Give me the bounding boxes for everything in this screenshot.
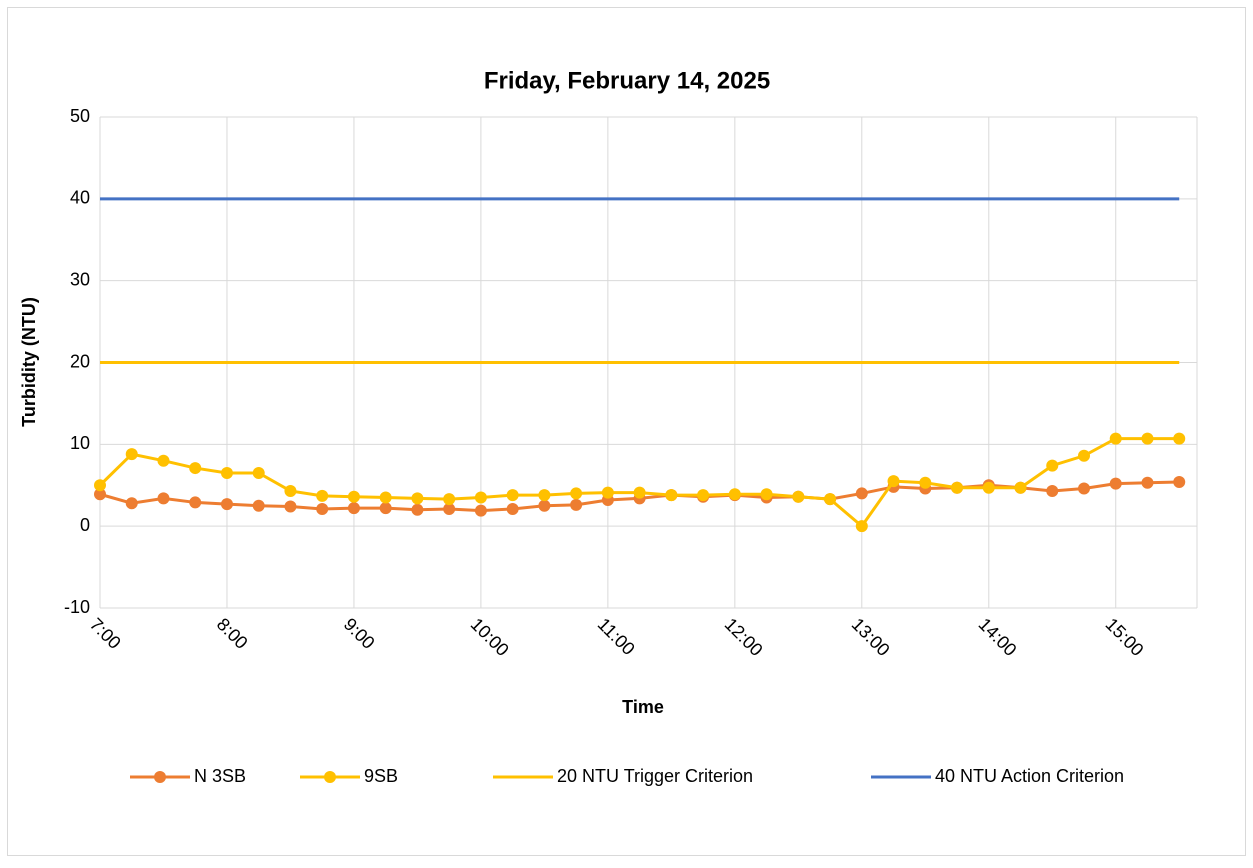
- data-point: [1046, 484, 1059, 497]
- data-point: [284, 484, 297, 497]
- data-point: [1077, 482, 1090, 495]
- data-point: [125, 448, 138, 461]
- data-point: [855, 520, 868, 533]
- data-point: [157, 454, 170, 467]
- data-point: [982, 481, 995, 494]
- data-point: [1109, 432, 1122, 445]
- data-point: [474, 504, 487, 517]
- y-tick-label: 0: [80, 515, 90, 535]
- legend-marker: [154, 771, 166, 783]
- data-point: [824, 493, 837, 506]
- y-axis-label: Turbidity (NTU): [19, 297, 39, 427]
- data-point: [443, 493, 456, 506]
- legend-label: 9SB: [364, 766, 398, 786]
- data-point: [379, 491, 392, 504]
- data-point: [728, 488, 741, 501]
- data-point: [792, 490, 805, 503]
- data-point: [474, 491, 487, 504]
- data-point: [347, 490, 360, 503]
- data-point: [1173, 432, 1186, 445]
- data-point: [316, 489, 329, 502]
- data-point: [760, 488, 773, 501]
- data-point: [125, 497, 138, 510]
- y-tick-label: 40: [70, 188, 90, 208]
- data-point: [919, 476, 932, 489]
- data-point: [157, 492, 170, 505]
- data-point: [1141, 476, 1154, 489]
- data-point: [94, 479, 106, 492]
- data-point: [1141, 432, 1154, 445]
- data-point: [1014, 481, 1027, 494]
- y-tick-label: 20: [70, 351, 90, 371]
- data-point: [506, 502, 519, 515]
- data-point: [411, 503, 424, 516]
- data-point: [220, 498, 233, 511]
- data-point: [284, 500, 297, 513]
- data-point: [1109, 477, 1122, 490]
- y-tick-label: -10: [64, 597, 90, 617]
- data-point: [855, 487, 868, 500]
- chart-title: Friday, February 14, 2025: [484, 67, 770, 94]
- data-point: [538, 499, 551, 512]
- data-point: [951, 481, 964, 494]
- data-point: [1046, 459, 1059, 472]
- data-point: [570, 487, 583, 500]
- legend-label: N 3SB: [194, 766, 246, 786]
- data-point: [887, 475, 900, 488]
- data-point: [347, 502, 360, 515]
- y-tick-label: 30: [70, 269, 90, 289]
- data-point: [697, 489, 710, 502]
- data-point: [633, 486, 646, 499]
- data-point: [316, 502, 329, 515]
- data-point: [1077, 449, 1090, 462]
- data-point: [665, 489, 678, 502]
- data-point: [1173, 475, 1186, 488]
- data-point: [252, 466, 265, 479]
- data-point: [189, 462, 202, 475]
- chart-border: [7, 7, 1246, 856]
- data-point: [94, 488, 106, 501]
- data-point: [601, 486, 614, 499]
- legend-label: 20 NTU Trigger Criterion: [557, 766, 753, 786]
- legend-label: 40 NTU Action Criterion: [935, 766, 1124, 786]
- data-point: [252, 499, 265, 512]
- data-point: [379, 502, 392, 515]
- data-point: [189, 496, 202, 509]
- data-point: [220, 466, 233, 479]
- data-point: [443, 502, 456, 515]
- data-point: [411, 492, 424, 505]
- data-point: [538, 489, 551, 502]
- x-axis-label: Time: [622, 697, 664, 717]
- y-tick-label: 50: [70, 106, 90, 126]
- data-point: [506, 489, 519, 502]
- y-tick-label: 10: [70, 433, 90, 453]
- data-point: [570, 498, 583, 511]
- legend-marker: [324, 771, 336, 783]
